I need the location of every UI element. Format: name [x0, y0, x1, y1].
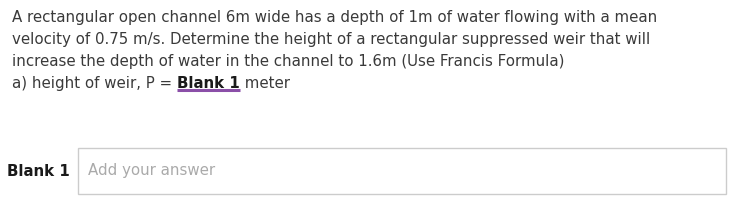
- Text: velocity of 0.75 m/s. Determine the height of a rectangular suppressed weir that: velocity of 0.75 m/s. Determine the heig…: [12, 32, 650, 47]
- Text: A rectangular open channel 6m wide has a depth of 1m of water flowing with a mea: A rectangular open channel 6m wide has a…: [12, 10, 657, 25]
- Text: increase the depth of water in the channel to 1.6m (Use Francis Formula): increase the depth of water in the chann…: [12, 54, 565, 69]
- Text: Blank 1: Blank 1: [177, 76, 240, 91]
- Text: meter: meter: [240, 76, 289, 91]
- Text: a) height of weir, P =: a) height of weir, P =: [12, 76, 177, 91]
- Text: Blank 1: Blank 1: [7, 163, 70, 179]
- FancyBboxPatch shape: [78, 148, 726, 194]
- Text: Add your answer: Add your answer: [88, 163, 215, 179]
